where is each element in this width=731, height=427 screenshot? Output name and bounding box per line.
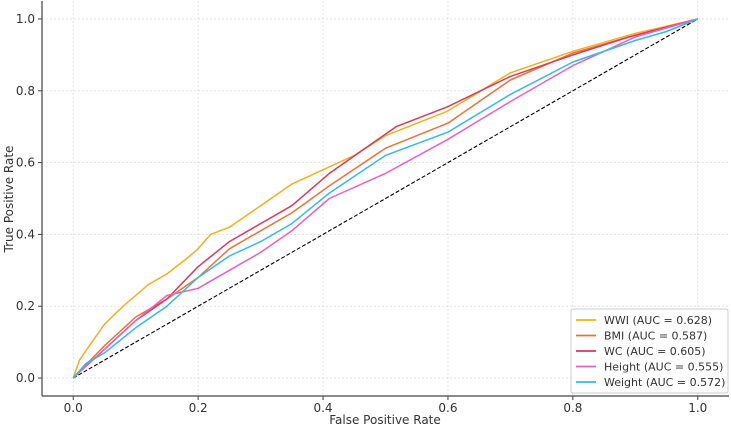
y-tick-label: 0.4 xyxy=(16,227,35,241)
legend-box xyxy=(570,308,729,394)
y-axis-label: True Positive Rate xyxy=(2,146,16,254)
series-line-wwi xyxy=(72,18,698,379)
y-tick-label: 0.2 xyxy=(16,299,35,313)
x-tick-label: 0.2 xyxy=(189,401,208,415)
series-line-weight xyxy=(72,18,699,379)
y-tick-label: 0.8 xyxy=(16,84,35,98)
x-axis-label: False Positive Rate xyxy=(329,413,441,427)
chance-diagonal xyxy=(72,18,699,379)
x-tick-label: 0.4 xyxy=(313,401,332,415)
axes xyxy=(38,1,729,400)
legend-label: Weight (AUC = 0.572) xyxy=(604,376,725,389)
y-tick-label: 0.6 xyxy=(16,156,35,170)
x-tick-label: 0.6 xyxy=(438,401,457,415)
tick-labels: 0.0 0.2 0.4 0.6 0.8 1.0 0.0 0.2 0.4 0.6 0.8 1.0 xyxy=(16,12,707,415)
x-tick-label: 1.0 xyxy=(688,401,707,415)
series-line-wc xyxy=(72,18,698,379)
x-tick-label: 0.8 xyxy=(563,401,582,415)
legend-label: WC (AUC = 0.605) xyxy=(604,345,706,358)
series-lines xyxy=(72,18,699,379)
series-line-height xyxy=(72,18,699,379)
x-tick-label: 0.0 xyxy=(64,401,83,415)
y-tick-label: 0.0 xyxy=(16,371,35,385)
legend-label: Height (AUC = 0.555) xyxy=(604,361,723,374)
legend-label: WWI (AUC = 0.628) xyxy=(604,314,712,327)
legend: WWI (AUC = 0.628) BMI (AUC = 0.587) WC (AU… xyxy=(570,308,729,394)
chance-line xyxy=(72,18,699,379)
y-tick-label: 1.0 xyxy=(16,12,35,26)
legend-label: BMI (AUC = 0.587) xyxy=(604,330,707,343)
